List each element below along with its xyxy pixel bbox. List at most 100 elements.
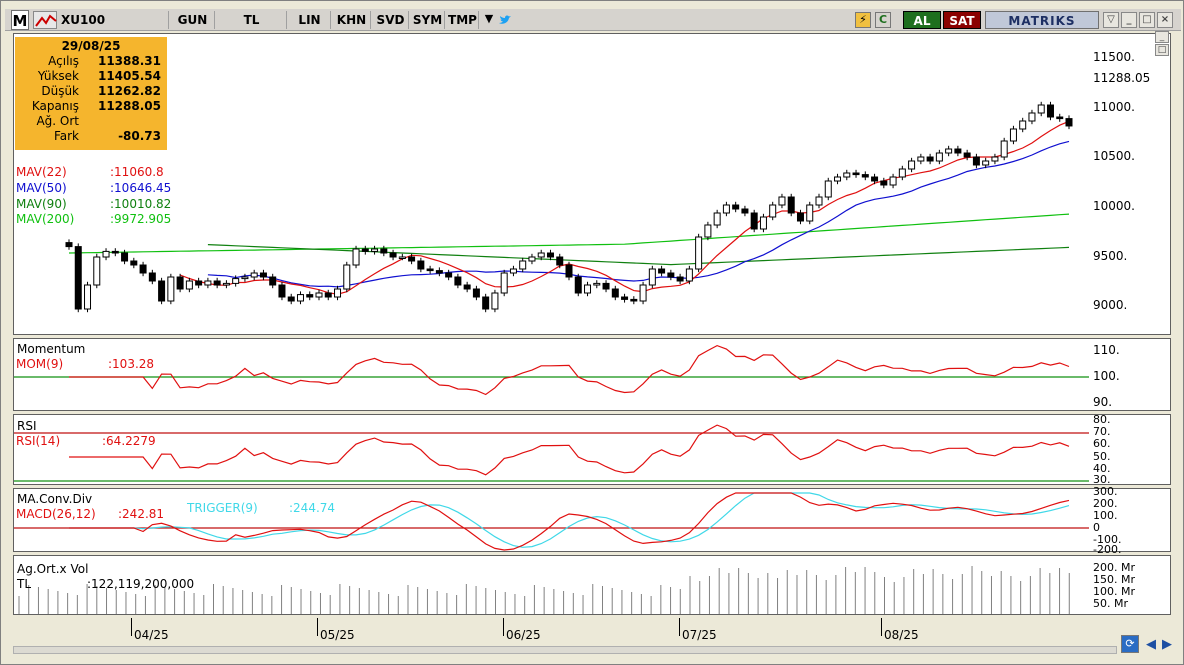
panel-minimize-icon[interactable]: _	[1155, 31, 1169, 43]
candle	[445, 272, 453, 278]
candle	[158, 280, 166, 302]
ma200-line	[68, 213, 1070, 254]
candle	[398, 256, 406, 259]
candle	[769, 204, 777, 218]
candle	[269, 276, 277, 286]
month-label: 08/25	[884, 628, 919, 642]
trigger-label: TRIGGER(9):244.74	[187, 501, 336, 515]
candle	[750, 212, 758, 230]
vol-tick: 150. Mr	[1093, 573, 1136, 586]
candle	[676, 276, 684, 282]
candle	[954, 148, 962, 154]
candle	[565, 264, 573, 278]
macd-label: MACD(26,12):242.81	[16, 507, 165, 521]
rsi-panel[interactable]	[13, 414, 1171, 485]
price-tick: 9000.	[1093, 298, 1128, 312]
close-icon[interactable]: ×	[1157, 12, 1173, 28]
trigger-line	[69, 492, 1070, 548]
price-panel[interactable]	[13, 33, 1171, 335]
candle	[278, 284, 286, 298]
linear-button[interactable]: LIN	[289, 11, 331, 29]
month-label: 07/25	[682, 628, 717, 642]
candle	[574, 276, 582, 294]
mom-tick: 100.	[1093, 369, 1120, 383]
candle	[1000, 140, 1008, 158]
khn-button[interactable]: KHN	[333, 11, 371, 29]
horizontal-scrollbar[interactable]	[13, 646, 1117, 654]
candle	[584, 284, 592, 294]
candle	[787, 196, 795, 214]
momentum-panel[interactable]	[13, 338, 1171, 411]
month-label: 04/25	[134, 628, 169, 642]
candle	[334, 288, 342, 298]
symbol-field[interactable]: XU100	[59, 11, 169, 29]
momentum-chart	[14, 344, 1089, 396]
candle	[695, 236, 703, 270]
sync-icon[interactable]: ⟳	[1121, 635, 1139, 653]
flash-icon[interactable]: ⚡	[855, 12, 871, 28]
maximize-icon[interactable]: □	[1139, 12, 1155, 28]
candle	[852, 172, 860, 176]
candle	[898, 168, 906, 178]
rsi-tick: 40.	[1093, 462, 1111, 475]
candle	[593, 282, 601, 286]
candle	[454, 276, 462, 286]
currency-button[interactable]: TL	[217, 11, 287, 29]
candle	[287, 296, 295, 302]
candle	[963, 152, 971, 158]
rsi-chart	[14, 424, 1089, 482]
scroll-right-icon[interactable]: ▶	[1162, 637, 1172, 652]
sym-button[interactable]: SYM	[411, 11, 445, 29]
candle	[917, 156, 925, 162]
candle	[1065, 118, 1073, 127]
macd-tick: 100.	[1093, 509, 1118, 522]
minimize-icon[interactable]: _	[1121, 12, 1137, 28]
price-tick: 11000.	[1093, 100, 1135, 114]
scroll-left-icon[interactable]: ◀	[1146, 637, 1156, 652]
twitter-icon[interactable]	[497, 12, 513, 28]
candle	[972, 156, 980, 166]
candle	[1037, 104, 1045, 114]
refresh-button[interactable]: C	[875, 12, 891, 28]
candle	[306, 294, 314, 298]
dropdown-icon[interactable]: ▼	[484, 12, 494, 25]
symbol-logo-icon	[33, 11, 57, 29]
candle	[130, 260, 138, 266]
mom-tick: 110.	[1093, 343, 1120, 357]
period-button[interactable]: GUN	[171, 11, 215, 29]
info-date: 29/08/25	[61, 39, 121, 53]
app-logo: M	[11, 10, 29, 30]
ma200-label: MAV(200):9972.905	[16, 212, 172, 226]
macd-title: MA.Conv.Div	[17, 492, 93, 506]
candle	[185, 280, 193, 290]
ohlc-info-box: 29/08/25 Açılış 11388.31 Yüksek 11405.54 D…	[15, 37, 167, 150]
rsi-label: RSI(14):64.2279	[16, 434, 156, 448]
candle	[472, 288, 480, 298]
sell-button[interactable]: SAT	[943, 11, 981, 29]
month-label: 05/25	[320, 628, 355, 642]
candle	[121, 252, 129, 262]
price-chart	[65, 101, 1073, 313]
macd-panel[interactable]	[13, 488, 1171, 552]
volume-title: Ag.Ort.x Vol	[17, 562, 89, 576]
volume-panel[interactable]	[13, 555, 1171, 615]
candle	[74, 246, 82, 310]
template-button[interactable]: TMP	[447, 11, 479, 29]
svd-button[interactable]: SVD	[373, 11, 409, 29]
price-tick: 10000.	[1093, 199, 1135, 213]
candle	[241, 276, 249, 280]
buy-button[interactable]: AL	[903, 11, 941, 29]
ma50-label: MAV(50):10646.45	[16, 181, 172, 195]
candle	[732, 204, 740, 210]
candle	[463, 284, 471, 290]
candle	[500, 272, 508, 294]
candle	[658, 268, 666, 274]
rsi-tick: 30.	[1093, 473, 1111, 486]
vol-tick: 100. Mr	[1093, 585, 1136, 598]
rsi-tick: 50.	[1093, 450, 1111, 463]
panel-maximize-icon[interactable]: □	[1155, 44, 1169, 56]
candle	[528, 256, 536, 262]
candle	[509, 268, 517, 274]
candle	[482, 296, 490, 310]
dropdown-window-icon[interactable]: ▽	[1103, 12, 1119, 28]
